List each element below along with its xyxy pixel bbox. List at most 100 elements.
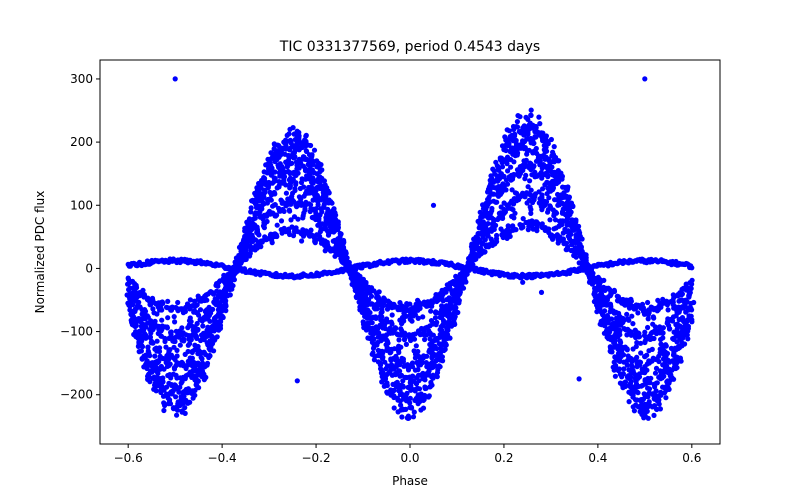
data-point (434, 298, 440, 304)
data-point (559, 176, 565, 182)
data-point (166, 399, 173, 405)
data-point (511, 215, 517, 221)
y-tick-label: 0 (85, 261, 93, 275)
data-point (369, 320, 375, 326)
data-point (400, 304, 406, 310)
data-point (141, 354, 147, 360)
data-point (267, 167, 273, 173)
data-point (289, 224, 295, 230)
data-point (399, 314, 406, 321)
data-point (688, 285, 694, 292)
data-point (215, 307, 221, 313)
data-point (290, 125, 296, 131)
data-point (283, 200, 289, 206)
data-point (158, 363, 164, 370)
data-point (130, 285, 136, 291)
y-tick-label: −200 (60, 388, 93, 402)
data-point (185, 348, 191, 355)
data-point (406, 415, 412, 421)
data-point (478, 246, 484, 252)
data-point (630, 321, 636, 327)
data-point (630, 346, 636, 352)
data-point (391, 405, 397, 411)
data-point (575, 233, 581, 239)
data-point (511, 126, 517, 133)
data-point (240, 253, 246, 259)
data-point (650, 335, 656, 342)
data-point (147, 334, 153, 340)
data-point (658, 375, 664, 381)
data-point (382, 359, 388, 365)
data-point (407, 335, 413, 341)
data-point (537, 121, 543, 127)
data-point (634, 397, 640, 403)
data-point (263, 237, 269, 243)
data-point (244, 225, 250, 231)
data-point (172, 338, 178, 345)
data-point (430, 332, 436, 338)
outlier-point (538, 289, 545, 295)
data-point (402, 336, 408, 342)
data-point (286, 207, 292, 213)
data-point (493, 199, 499, 205)
data-point (144, 297, 151, 303)
data-point (412, 367, 418, 373)
data-point (525, 131, 531, 137)
data-point (279, 164, 285, 170)
data-point (530, 149, 536, 155)
data-point (253, 201, 259, 207)
data-point (214, 313, 220, 319)
data-point (552, 197, 558, 203)
data-point (187, 315, 193, 321)
data-point (453, 297, 459, 303)
data-point (598, 295, 604, 301)
data-point (641, 408, 647, 414)
data-point (670, 358, 676, 364)
data-point (403, 341, 409, 347)
data-point (133, 298, 139, 304)
data-point (453, 275, 460, 281)
data-point (569, 242, 575, 248)
data-point (244, 237, 250, 243)
data-point (198, 316, 204, 322)
data-point (217, 289, 224, 296)
data-point (128, 311, 134, 317)
data-point (588, 278, 594, 284)
data-point (428, 308, 434, 314)
data-point (677, 323, 683, 329)
data-point (607, 309, 613, 315)
data-point (379, 314, 385, 320)
data-point (164, 325, 170, 331)
data-point (159, 317, 165, 323)
data-point (595, 284, 601, 290)
data-point (485, 210, 491, 216)
data-point (318, 162, 324, 168)
data-point (399, 321, 405, 327)
data-point (520, 216, 526, 222)
data-point (300, 140, 306, 146)
data-point (388, 387, 394, 393)
x-tick-label: −0.4 (208, 451, 237, 465)
data-point (528, 135, 534, 142)
data-point (331, 209, 337, 215)
data-point (649, 346, 655, 352)
data-point (509, 187, 515, 193)
data-point (684, 317, 691, 323)
data-point (417, 305, 423, 311)
data-point (304, 173, 310, 179)
data-point (303, 132, 309, 138)
data-point (482, 221, 488, 227)
data-point (152, 353, 158, 359)
data-point (508, 164, 514, 170)
data-point (182, 308, 188, 315)
data-point (615, 298, 622, 304)
data-point (602, 321, 608, 327)
data-point (416, 378, 422, 384)
data-point (361, 304, 367, 310)
data-point (152, 386, 158, 392)
data-point (665, 319, 671, 325)
data-point (290, 176, 296, 182)
data-point (506, 128, 512, 134)
